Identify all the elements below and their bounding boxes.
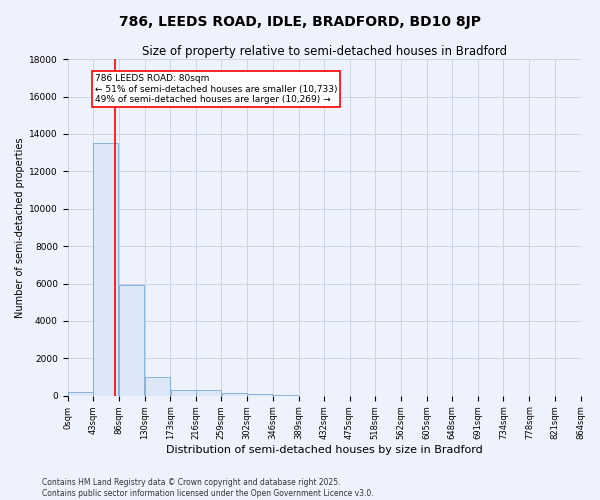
Bar (94, 144, 118, 396)
Text: 786, LEEDS ROAD, IDLE, BRADFORD, BD10 8JP: 786, LEEDS ROAD, IDLE, BRADFORD, BD10 8J… (119, 15, 481, 29)
Bar (247, 394, 272, 396)
Bar (145, 377, 170, 396)
Title: Size of property relative to semi-detached houses in Bradford: Size of property relative to semi-detach… (142, 45, 506, 58)
Y-axis label: Number of semi-detached properties: Number of semi-detached properties (15, 137, 25, 318)
Bar (196, 390, 221, 396)
Bar (221, 393, 247, 396)
X-axis label: Distribution of semi-detached houses by size in Bradford: Distribution of semi-detached houses by … (166, 445, 482, 455)
Bar (68, 392, 93, 396)
Bar (170, 390, 196, 396)
Text: Contains HM Land Registry data © Crown copyright and database right 2025.
Contai: Contains HM Land Registry data © Crown c… (42, 478, 374, 498)
Text: 786 LEEDS ROAD: 80sqm
← 51% of semi-detached houses are smaller (10,733)
49% of : 786 LEEDS ROAD: 80sqm ← 51% of semi-deta… (95, 74, 337, 104)
Bar (119, 286, 144, 396)
